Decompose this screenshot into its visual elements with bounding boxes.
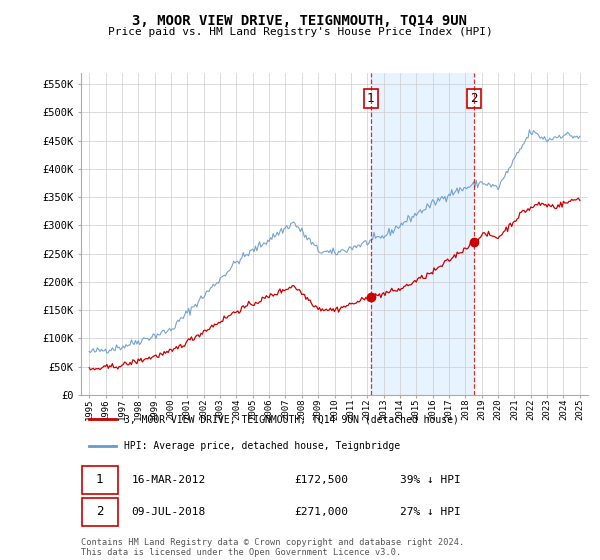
Text: 2: 2 <box>470 92 478 105</box>
FancyBboxPatch shape <box>82 498 118 526</box>
Text: 1: 1 <box>96 473 104 486</box>
Text: 3, MOOR VIEW DRIVE, TEIGNMOUTH, TQ14 9UN: 3, MOOR VIEW DRIVE, TEIGNMOUTH, TQ14 9UN <box>133 14 467 28</box>
Text: 3, MOOR VIEW DRIVE, TEIGNMOUTH, TQ14 9UN (detached house): 3, MOOR VIEW DRIVE, TEIGNMOUTH, TQ14 9UN… <box>124 414 459 424</box>
Text: 2: 2 <box>96 505 104 518</box>
Text: Price paid vs. HM Land Registry's House Price Index (HPI): Price paid vs. HM Land Registry's House … <box>107 27 493 37</box>
Text: £172,500: £172,500 <box>294 475 348 484</box>
Bar <box>371 73 474 395</box>
Text: 27% ↓ HPI: 27% ↓ HPI <box>400 507 461 516</box>
Text: 39% ↓ HPI: 39% ↓ HPI <box>400 475 461 484</box>
Text: Contains HM Land Registry data © Crown copyright and database right 2024.
This d: Contains HM Land Registry data © Crown c… <box>81 538 464 557</box>
Text: £271,000: £271,000 <box>294 507 348 516</box>
FancyBboxPatch shape <box>82 466 118 494</box>
Text: 09-JUL-2018: 09-JUL-2018 <box>132 507 206 516</box>
Text: 16-MAR-2012: 16-MAR-2012 <box>132 475 206 484</box>
Text: HPI: Average price, detached house, Teignbridge: HPI: Average price, detached house, Teig… <box>124 441 400 451</box>
Text: 1: 1 <box>367 92 374 105</box>
